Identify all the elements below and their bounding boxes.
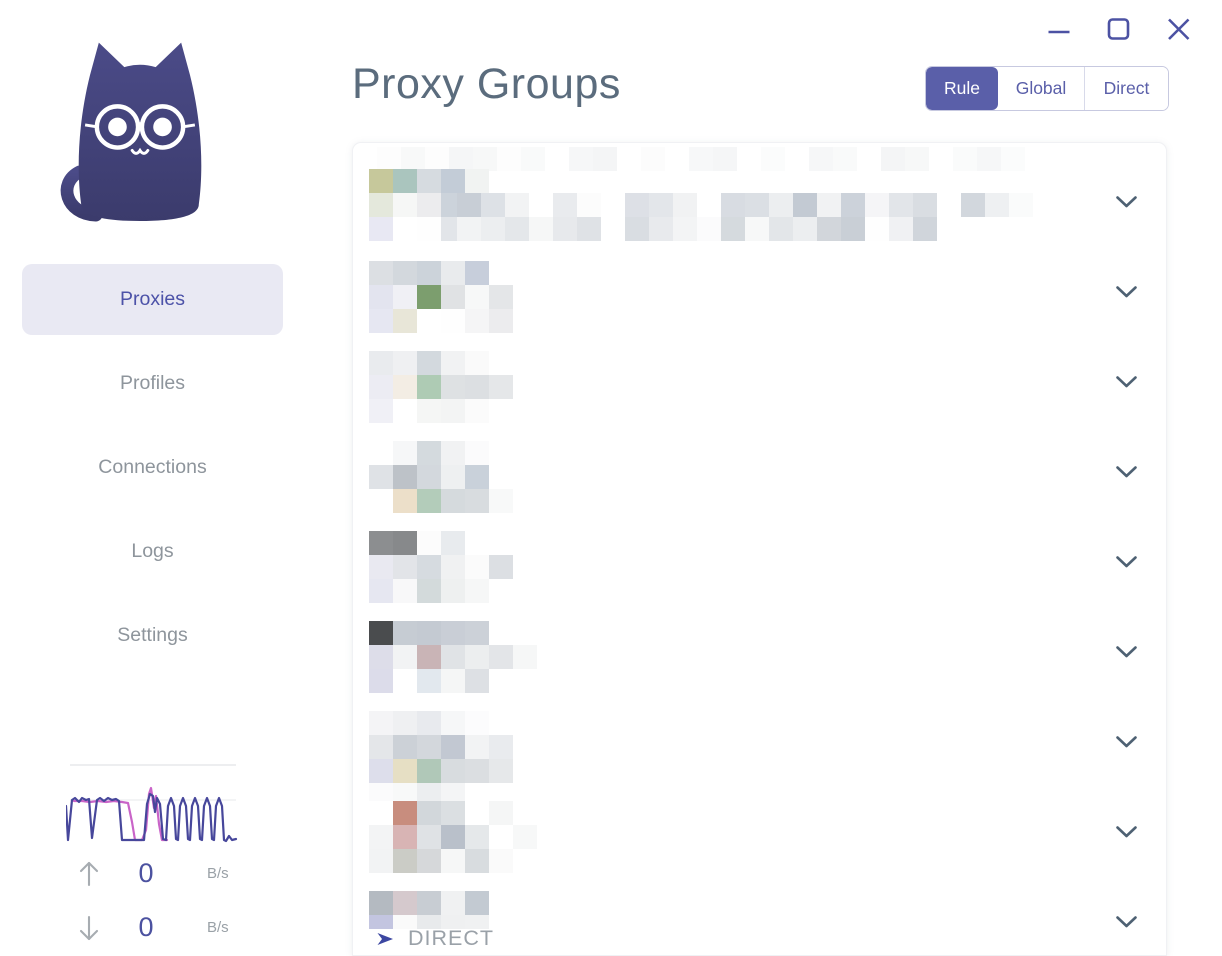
upload-stat: 0 B/s	[0, 858, 305, 892]
cat-logo	[60, 42, 202, 222]
censored-text-mosaic	[369, 375, 513, 399]
censored-text-mosaic	[457, 193, 1033, 217]
proxy-groups-card: DIRECT	[352, 142, 1167, 956]
close-icon	[1168, 18, 1190, 40]
censored-text-mosaic	[377, 147, 1025, 171]
censored-text-mosaic	[369, 465, 489, 489]
chevron-down-icon[interactable]	[1116, 646, 1137, 658]
upload-unit: B/s	[207, 865, 229, 882]
proxy-group-row[interactable]	[353, 337, 1166, 427]
download-unit: B/s	[207, 919, 229, 936]
censored-text-mosaic	[369, 891, 489, 915]
titlebar	[0, 0, 1222, 60]
censored-text-mosaic	[457, 217, 937, 241]
minimize-icon	[1048, 30, 1070, 34]
selected-proxy-label: DIRECT	[408, 926, 495, 950]
censored-text-mosaic	[369, 399, 489, 423]
censored-text-mosaic	[369, 441, 489, 465]
proxy-group-row[interactable]	[353, 697, 1166, 787]
maximize-button[interactable]	[1107, 17, 1131, 41]
mode-toggle-group: Rule Global Direct	[925, 66, 1169, 111]
sidebar-item-settings[interactable]: Settings	[117, 624, 188, 646]
sidebar-item-proxies[interactable]: Proxies	[22, 264, 283, 335]
censored-text-mosaic	[369, 261, 489, 285]
censored-text-mosaic	[369, 825, 537, 849]
censored-text-mosaic	[369, 915, 489, 929]
sidebar-item-profiles[interactable]: Profiles	[119, 372, 186, 394]
upload-value: 0	[138, 858, 154, 888]
maximize-icon	[1107, 18, 1130, 40]
mode-direct-button[interactable]: Direct	[1084, 67, 1168, 110]
censored-text-mosaic	[369, 285, 513, 309]
cat-mouth	[130, 147, 150, 155]
sidebar: Proxies Profiles Connections Logs Settin…	[0, 0, 305, 956]
proxy-group-row[interactable]	[353, 607, 1166, 697]
censored-text-mosaic	[369, 849, 513, 873]
traffic-panel: 0 B/s 0 B/s	[0, 760, 305, 956]
direct-proxy-item[interactable]: DIRECT	[377, 926, 494, 951]
chevron-down-icon[interactable]	[1116, 556, 1137, 568]
censored-text-mosaic	[369, 711, 489, 735]
download-stat: 0 B/s	[0, 912, 305, 946]
arrow-down-icon	[79, 915, 99, 941]
chevron-down-icon[interactable]	[1116, 466, 1137, 478]
censored-text-mosaic	[369, 309, 513, 333]
upload-sparkline	[66, 792, 238, 843]
chevron-down-icon[interactable]	[1116, 736, 1137, 748]
censored-text-mosaic	[369, 531, 489, 555]
selected-proxy-arrow-icon	[377, 932, 393, 945]
censored-text-mosaic	[369, 645, 537, 669]
minimize-button[interactable]	[1047, 20, 1071, 44]
censored-text-mosaic	[369, 735, 513, 759]
close-button[interactable]	[1167, 17, 1191, 41]
censored-text-mosaic	[369, 489, 513, 513]
chevron-down-icon[interactable]	[1116, 286, 1137, 298]
mode-global-button[interactable]: Global	[998, 67, 1084, 110]
sidebar-item-connections[interactable]: Connections	[98, 456, 207, 478]
sidebar-nav: Proxies Profiles Connections Logs Settin…	[22, 264, 283, 684]
cat-body	[78, 42, 202, 222]
download-value: 0	[138, 912, 154, 942]
chevron-down-icon[interactable]	[1116, 826, 1137, 838]
chevron-down-icon[interactable]	[1116, 376, 1137, 388]
censored-text-mosaic	[369, 621, 489, 645]
proxy-group-row[interactable]	[353, 787, 1166, 877]
proxy-group-row[interactable]	[353, 157, 1166, 247]
censored-text-mosaic	[369, 669, 489, 693]
proxy-group-row[interactable]	[353, 427, 1166, 517]
sidebar-item-logs[interactable]: Logs	[131, 540, 174, 562]
chevron-down-icon[interactable]	[1116, 916, 1137, 928]
page-title: Proxy Groups	[352, 60, 621, 108]
censored-text-mosaic	[369, 169, 489, 193]
proxy-group-row[interactable]	[353, 877, 1166, 955]
censored-text-mosaic	[369, 579, 489, 603]
censored-text-mosaic	[369, 759, 513, 783]
mode-rule-button[interactable]: Rule	[926, 67, 998, 110]
censored-text-mosaic	[369, 351, 489, 375]
chevron-down-icon[interactable]	[1116, 196, 1137, 208]
arrow-up-icon	[79, 861, 99, 887]
proxy-group-row[interactable]	[353, 517, 1166, 607]
cat-glasses	[84, 104, 196, 150]
traffic-graph	[66, 764, 238, 843]
cat-tail	[60, 165, 103, 222]
censored-text-mosaic	[369, 801, 513, 825]
proxy-group-row[interactable]	[353, 247, 1166, 337]
censored-text-mosaic	[369, 555, 513, 579]
